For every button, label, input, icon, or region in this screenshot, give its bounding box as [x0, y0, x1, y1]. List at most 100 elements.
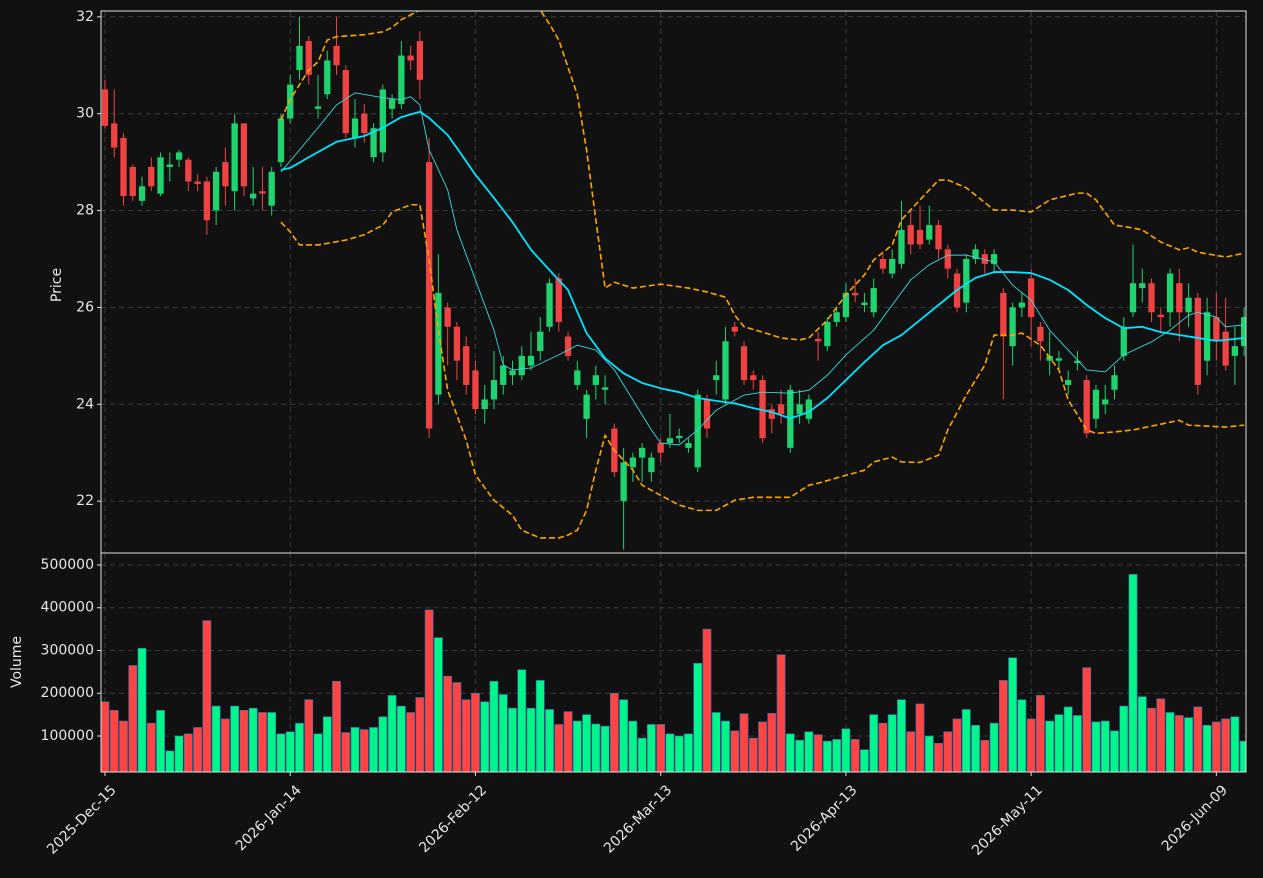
volume-bar	[1073, 715, 1082, 772]
volume-bar	[1008, 657, 1017, 772]
candle-body	[583, 394, 590, 419]
candle-body	[314, 106, 322, 109]
candle-body	[592, 375, 599, 385]
candle-body	[185, 159, 192, 182]
candle-body	[175, 152, 183, 160]
volume-bar	[221, 718, 230, 772]
volume-bar	[869, 714, 879, 772]
candle-body	[768, 409, 775, 419]
candle-body	[351, 118, 359, 138]
volume-bar	[832, 739, 842, 772]
volume-bar	[1110, 730, 1119, 772]
volume-bar	[767, 713, 777, 772]
volume-bar	[146, 722, 156, 772]
volume-bar	[906, 731, 916, 772]
volume-bar	[508, 707, 517, 772]
candle-body	[676, 435, 683, 439]
candle-body	[1074, 360, 1081, 364]
volume-bar	[897, 699, 906, 772]
candle-body	[212, 171, 220, 211]
candle-body	[852, 292, 859, 296]
candle-body	[657, 443, 664, 453]
y-tick-label: 500000	[41, 557, 94, 573]
volume-bar	[609, 692, 619, 772]
volume-bar	[924, 735, 934, 772]
volume-bar	[174, 735, 184, 772]
volume-bar	[1147, 707, 1156, 772]
candle-body	[601, 387, 609, 390]
y-tick-label: 28	[76, 203, 94, 219]
candle-body	[1111, 375, 1118, 390]
volume-bar	[119, 720, 128, 772]
candle-body	[740, 346, 748, 381]
volume-bar	[1017, 699, 1027, 772]
candle-body	[889, 258, 896, 274]
volume-bar	[1221, 718, 1230, 772]
candle-body	[685, 443, 692, 448]
volume-bar	[406, 712, 415, 772]
candle-body	[333, 45, 340, 66]
volume-bar	[1036, 695, 1045, 772]
candle-body	[1148, 283, 1155, 313]
volume-bar	[563, 711, 573, 772]
candle-body	[1213, 317, 1220, 342]
candle-body	[805, 399, 813, 419]
candle-body	[555, 278, 562, 322]
indicator-line	[280, 203, 1245, 539]
candle-body	[824, 321, 831, 347]
candle-body	[731, 326, 738, 332]
candle-body	[574, 370, 581, 385]
volume-bar	[471, 692, 480, 772]
volume-bar	[396, 705, 406, 772]
volume-bar	[443, 675, 453, 772]
candle-body	[222, 162, 229, 187]
volume-bar	[1230, 716, 1240, 772]
candle-body	[713, 375, 720, 381]
volume-bar	[359, 729, 369, 772]
volume-bar	[313, 733, 323, 772]
candle-body	[1203, 312, 1211, 361]
volume-bar	[350, 727, 360, 772]
candle-body	[703, 399, 711, 429]
candle-body	[777, 404, 785, 414]
volume-bar	[998, 680, 1008, 772]
candle-body	[666, 438, 674, 444]
volume-bar	[285, 731, 295, 772]
candle-body	[916, 229, 924, 245]
volume-bar	[128, 665, 138, 772]
volume-bar	[591, 723, 601, 772]
volume-bar	[823, 740, 832, 772]
candle-body	[796, 404, 803, 414]
volume-bar	[980, 739, 990, 772]
candle-body	[750, 375, 757, 381]
volume-bar	[887, 714, 897, 772]
volume-bar	[721, 720, 730, 772]
candle-body	[963, 258, 970, 303]
candle-body	[1055, 358, 1063, 361]
candle-body	[1222, 331, 1229, 366]
volume-bar	[860, 749, 869, 772]
volume-bar	[434, 637, 443, 772]
volume-bar	[202, 620, 212, 772]
candle-body	[722, 341, 729, 400]
candle-body	[416, 41, 424, 80]
volume-bar	[489, 680, 499, 772]
volume-bar	[656, 724, 666, 772]
candle-body	[1240, 317, 1246, 347]
volume-bar	[934, 742, 943, 772]
candle-body	[694, 394, 701, 468]
y-axis-label: Volume	[9, 636, 25, 688]
candle-body	[1231, 346, 1239, 356]
candle-body	[481, 399, 488, 410]
candle-body	[231, 123, 238, 192]
volume-bar	[785, 733, 795, 772]
volume-bar	[813, 734, 823, 772]
volume-bar	[702, 628, 712, 772]
candle-body	[648, 457, 655, 473]
candle-body	[361, 113, 368, 134]
volume-bar	[1202, 725, 1212, 772]
volume-bar	[1045, 720, 1055, 772]
candle-body	[1037, 326, 1044, 342]
candle-body	[1185, 297, 1192, 313]
